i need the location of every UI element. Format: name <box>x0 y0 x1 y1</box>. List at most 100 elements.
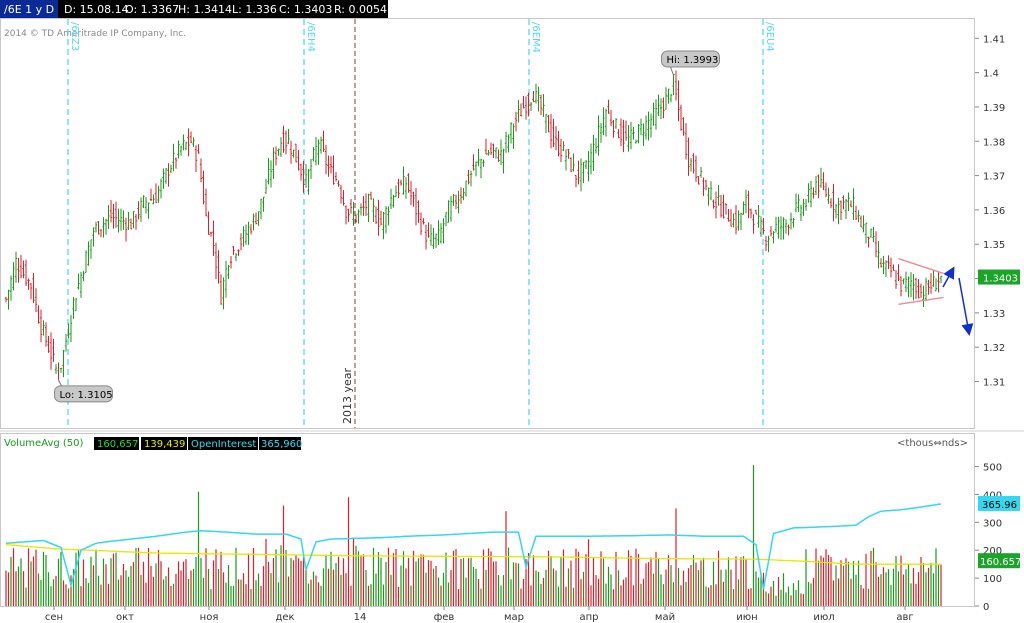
price-bar <box>539 94 543 116</box>
price-bar <box>27 278 30 290</box>
price-bar <box>497 149 500 162</box>
open-interest-title: OpenInterest <box>191 439 256 450</box>
price-bar <box>117 208 120 233</box>
price-bar <box>392 194 395 208</box>
price-bar <box>527 92 530 117</box>
price-bar <box>817 174 820 199</box>
price-bar <box>884 260 888 277</box>
price-bar <box>134 214 138 230</box>
price-bar <box>852 188 855 220</box>
price-bar <box>517 99 520 123</box>
price-bar <box>522 95 525 109</box>
price-bar <box>287 128 290 145</box>
price-bar <box>419 212 423 236</box>
unit-label: <thous⇔nds> <box>897 438 968 449</box>
price-bar <box>932 269 935 287</box>
price-bar <box>484 138 488 155</box>
price-bar <box>132 211 135 229</box>
price-bar <box>589 143 593 175</box>
price-bar <box>257 211 260 226</box>
price-bar <box>552 118 555 147</box>
price-bar <box>7 289 10 310</box>
symbol-cell[interactable] <box>0 0 58 18</box>
price-bar <box>417 200 420 223</box>
price-bar <box>624 120 628 141</box>
price-bar <box>94 221 98 233</box>
volume-tick-label: 100 <box>983 574 1002 585</box>
price-bar <box>224 260 228 298</box>
price-bar <box>742 201 745 215</box>
volume-avg-line <box>5 544 941 565</box>
price-bar <box>632 126 635 140</box>
price-bar <box>564 149 568 171</box>
price-bar <box>804 198 808 211</box>
price-bar <box>222 277 225 310</box>
price-bar <box>909 272 913 298</box>
price-bar <box>234 253 238 262</box>
price-bar <box>572 153 575 172</box>
price-bar <box>874 231 878 258</box>
price-bar <box>654 99 658 130</box>
close-readout: C: 1.3403 <box>279 3 332 16</box>
price-bar <box>724 203 728 215</box>
rollover-label: /6EM4 <box>530 22 541 53</box>
high-label: Hi: 1.3993 <box>667 55 719 66</box>
price-bar <box>304 164 308 188</box>
price-bar <box>769 225 773 237</box>
price-bar <box>314 136 318 166</box>
price-bar <box>367 193 370 222</box>
price-bar <box>44 322 48 347</box>
price-bar <box>4 296 8 303</box>
price-bar <box>452 194 455 206</box>
price-bar <box>512 123 515 149</box>
price-bar <box>29 283 33 300</box>
price-bar <box>307 169 310 195</box>
price-bar <box>319 136 323 154</box>
price-bar <box>819 167 823 188</box>
price-bar <box>39 309 43 343</box>
price-bar <box>457 190 460 214</box>
price-bar <box>147 202 150 219</box>
price-bar <box>424 224 428 250</box>
price-bar <box>9 275 13 301</box>
price-bar <box>907 276 910 298</box>
price-bar <box>12 262 15 291</box>
price-bar <box>774 216 778 233</box>
price-bar <box>37 305 40 324</box>
price-bar <box>352 201 355 226</box>
price-bar <box>259 198 263 219</box>
price-bar <box>182 134 185 151</box>
price-bar <box>832 183 835 222</box>
price-tick-label: 1.36 <box>983 206 1005 217</box>
open-interest-title-bg <box>188 437 258 450</box>
price-bar <box>192 137 195 147</box>
price-bar <box>612 119 615 138</box>
price-bar <box>929 273 933 294</box>
date-readout: D: 15.08.14 <box>64 3 129 16</box>
price-bar <box>542 93 545 117</box>
price-tick-label: 1.38 <box>983 137 1005 148</box>
indicator-lines <box>5 503 942 590</box>
price-bar <box>127 211 130 230</box>
price-bar <box>17 257 20 283</box>
price-bar <box>404 176 408 199</box>
last-price-label: 1.3403 <box>983 274 1018 285</box>
price-bar <box>792 218 795 228</box>
price-bar <box>772 231 775 244</box>
price-bar <box>659 98 663 120</box>
price-bar <box>42 320 45 336</box>
open-interest-value-bg <box>259 437 301 450</box>
price-bar <box>242 226 245 247</box>
price-bar <box>327 155 330 177</box>
price-bar <box>239 233 243 251</box>
price-bar <box>609 110 613 127</box>
price-bar <box>754 209 758 215</box>
price-bar <box>62 349 65 378</box>
price-bar <box>459 187 463 204</box>
price-bar <box>254 212 258 225</box>
price-bar <box>902 278 905 285</box>
price-bar <box>514 111 518 132</box>
price-bar <box>402 166 405 195</box>
price-bar <box>642 123 645 146</box>
rollover-label: /6EZ3 <box>69 22 80 51</box>
